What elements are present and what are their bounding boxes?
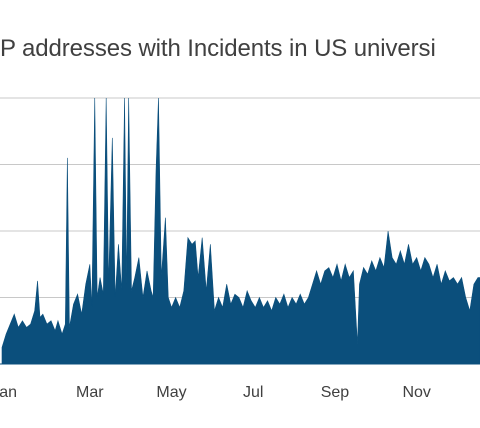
- x-tick-label: Mar: [76, 384, 104, 401]
- x-tick-label: Nov: [402, 384, 430, 401]
- x-axis: an Mar May Jul Sep Nov: [0, 363, 480, 401]
- series-area-1: [1, 97, 480, 365]
- chart-title: P addresses with Incidents in US univers…: [0, 35, 436, 62]
- x-tick-label: an: [0, 384, 17, 401]
- x-tick-label: May: [156, 384, 186, 401]
- x-tick-label: Jul: [243, 384, 263, 401]
- series-area: [1, 97, 480, 365]
- x-tick-label: Sep: [321, 384, 350, 401]
